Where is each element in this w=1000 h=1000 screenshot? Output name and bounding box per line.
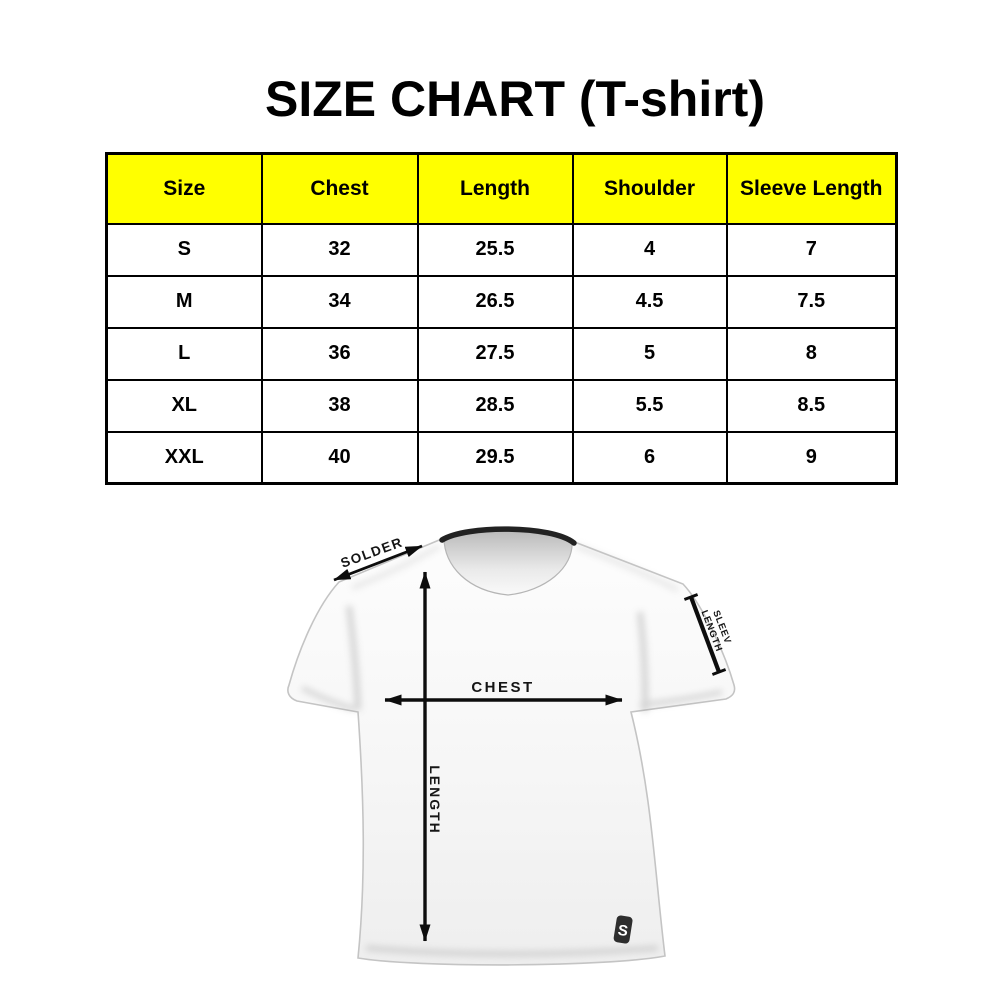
size-cell: M xyxy=(105,274,263,329)
size-cell: S xyxy=(105,222,263,277)
shoulder-cell: 5.5 xyxy=(571,378,728,433)
table-row: XXL 40 29.5 6 9 xyxy=(105,430,898,485)
shoulder-cell: 5 xyxy=(571,326,728,381)
length-cell: 29.5 xyxy=(416,430,574,485)
table-row: M 34 26.5 4.5 7.5 xyxy=(105,274,898,329)
shoulder-cell: 6 xyxy=(571,430,728,485)
size-chart-table: Size Chest Length Shoulder Sleeve Length… xyxy=(105,152,898,485)
col-header-shoulder: Shoulder xyxy=(571,152,728,225)
sleeve-cell: 7 xyxy=(725,222,898,277)
length-cell: 27.5 xyxy=(416,326,574,381)
header-row: Size Chest Length Shoulder Sleeve Length xyxy=(105,152,898,225)
size-cell: XXL xyxy=(105,430,263,485)
chest-cell: 32 xyxy=(260,222,419,277)
sleeve-cell: 8 xyxy=(725,326,898,381)
length-measure-label: LENGTH xyxy=(427,765,443,835)
table-row: S 32 25.5 4 7 xyxy=(105,222,898,277)
length-cell: 26.5 xyxy=(416,274,574,329)
chest-cell: 40 xyxy=(260,430,419,485)
table-row: L 36 27.5 5 8 xyxy=(105,326,898,381)
chest-cell: 34 xyxy=(260,274,419,329)
sleeve-cell: 7.5 xyxy=(725,274,898,329)
col-header-size: Size xyxy=(105,152,263,225)
chest-cell: 38 xyxy=(260,378,419,433)
col-header-chest: Chest xyxy=(260,152,419,225)
chest-measure-label: CHEST xyxy=(471,679,534,696)
page-title: SIZE CHART (T-shirt) xyxy=(265,71,765,127)
size-cell: L xyxy=(105,326,263,381)
brand-logo-badge: S xyxy=(613,915,633,944)
shoulder-cell: 4.5 xyxy=(571,274,728,329)
length-cell: 25.5 xyxy=(416,222,574,277)
tshirt-collar xyxy=(439,526,577,546)
shoulder-cell: 4 xyxy=(571,222,728,277)
length-cell: 28.5 xyxy=(416,378,574,433)
tshirt-body xyxy=(287,529,736,966)
sleeve-measure-bar xyxy=(683,593,727,676)
col-header-length: Length xyxy=(416,152,574,225)
tshirt-illustration: S xyxy=(287,526,736,966)
sleeve-cell: 8.5 xyxy=(725,378,898,433)
chest-cell: 36 xyxy=(260,326,419,381)
sleeve-cell: 9 xyxy=(725,430,898,485)
table-row: XL 38 28.5 5.5 8.5 xyxy=(105,378,898,433)
brand-logo-letter: S xyxy=(617,922,630,940)
col-header-sleeve-length: Sleeve Length xyxy=(725,152,898,225)
shoulder-measure-arrow xyxy=(333,544,423,582)
size-cell: XL xyxy=(105,378,263,433)
